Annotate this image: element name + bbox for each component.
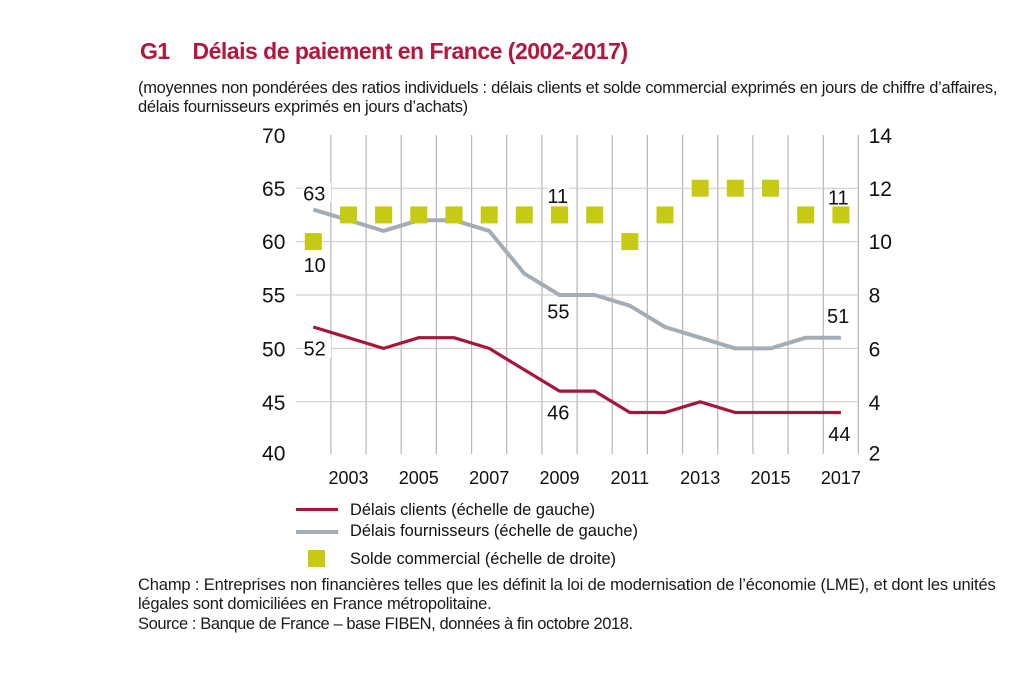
svg-text:50: 50 [262,338,285,361]
svg-text:55: 55 [547,301,569,323]
svg-text:60: 60 [262,231,285,254]
svg-text:6: 6 [869,338,881,361]
svg-text:2003: 2003 [328,468,368,488]
svg-text:10: 10 [304,255,326,277]
svg-text:2015: 2015 [750,468,790,488]
svg-text:2: 2 [869,443,881,466]
svg-text:2013: 2013 [680,468,720,488]
svg-text:40: 40 [262,443,285,466]
svg-text:14: 14 [869,125,893,148]
svg-text:11: 11 [547,186,568,208]
svg-text:45: 45 [262,392,285,415]
svg-text:52: 52 [303,339,325,361]
svg-text:55: 55 [262,285,285,308]
svg-text:8: 8 [869,285,881,308]
svg-text:44: 44 [828,424,850,446]
svg-text:70: 70 [262,125,285,148]
svg-text:46: 46 [547,403,569,425]
svg-text:2009: 2009 [539,468,579,488]
svg-text:65: 65 [262,178,285,201]
svg-text:11: 11 [828,188,849,210]
svg-text:2005: 2005 [399,468,439,488]
svg-text:51: 51 [827,306,849,328]
svg-text:2007: 2007 [469,468,509,488]
svg-text:12: 12 [869,178,892,201]
svg-text:2017: 2017 [821,468,861,488]
svg-text:10: 10 [869,231,892,254]
svg-text:4: 4 [869,392,881,415]
svg-text:63: 63 [303,184,325,206]
svg-text:2011: 2011 [610,468,649,488]
